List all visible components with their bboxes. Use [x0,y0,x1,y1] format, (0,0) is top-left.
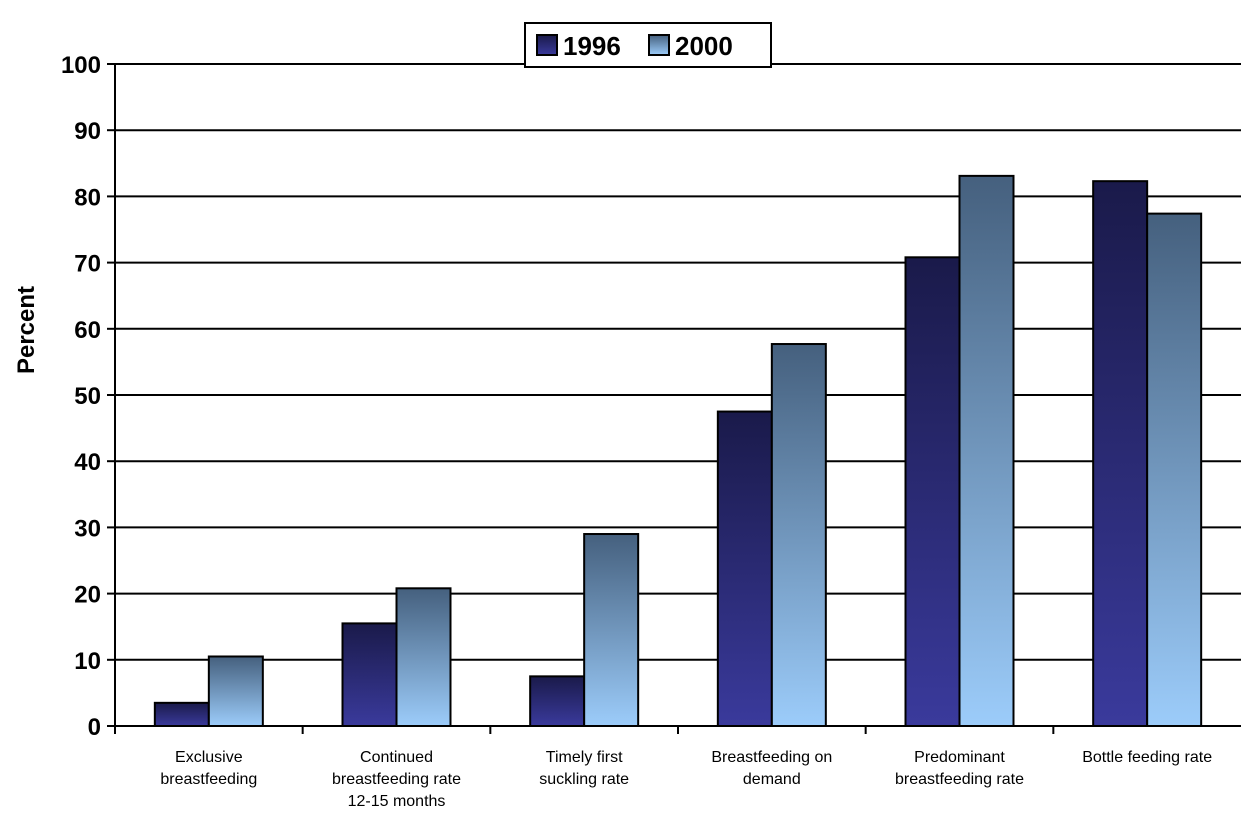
y-tick-label: 100 [61,52,101,79]
gridlines [115,63,1241,661]
x-category-label: Predominant breastfeeding rate [895,749,1024,788]
bar-1996-1 [341,622,398,728]
x-category-label: Continued breastfeeding rate 12-15 months [332,749,461,810]
y-tick-label: 80 [74,184,101,211]
x-category-label: Timely first suckling rate [539,749,629,788]
y-tick-label: 0 [88,714,101,741]
bar-1996-3 [716,410,773,727]
y-tick-label: 20 [74,582,101,609]
legend-label-2000: 2000 [675,31,733,61]
bar-2000-5 [1146,212,1203,727]
bar-1996-0 [153,701,210,728]
x-category-label-line: 12-15 months [348,793,446,810]
axes [114,64,1241,734]
legend: 1996 2000 [524,22,772,68]
x-category-label: Exclusive breastfeeding [160,749,257,788]
bar-1996-5 [1092,180,1149,727]
bar-1996-2 [529,675,586,727]
x-category-label-line: Exclusive [175,749,243,766]
y-axis-label: Percent [13,286,40,374]
x-category-label-line: Predominant [914,749,1005,766]
legend-swatch-2000 [648,34,670,56]
x-category-label-line: breastfeeding [160,771,257,788]
category-labels: Exclusive breastfeeding Continued breastfee… [160,749,1212,810]
x-category-label: Breastfeeding on demand [711,749,832,788]
x-category-label-line: Timely first [546,749,623,766]
y-tick-label: 30 [74,515,101,542]
bar-1996-4 [904,256,961,727]
y-tick-label: 70 [74,251,101,278]
bars [153,174,1203,728]
y-axis-ticks: 0 10 20 30 40 50 60 70 80 90 100 [61,52,115,741]
y-tick-label: 60 [74,317,101,344]
bar-2000-2 [583,533,640,728]
x-category-label-line: breastfeeding rate [895,771,1024,788]
x-category-label-line: Bottle feeding rate [1082,749,1212,766]
legend-label-1996: 1996 [563,31,621,61]
bar-2000-1 [395,587,452,728]
x-category-label-line: Breastfeeding on [711,749,832,766]
bar-2000-0 [207,655,264,727]
x-category-label-line: suckling rate [539,771,629,788]
x-category-label-line: Continued [360,749,433,766]
y-tick-label: 10 [74,648,101,675]
x-category-label: Bottle feeding rate [1082,749,1212,766]
y-tick-label: 90 [74,118,101,145]
x-category-label-line: demand [743,771,801,788]
y-tick-label: 40 [74,449,101,476]
bar-2000-3 [770,343,827,727]
bar-2000-4 [958,174,1015,728]
y-tick-label: 50 [74,383,101,410]
legend-swatch-1996 [536,34,558,56]
x-category-label-line: breastfeeding rate [332,771,461,788]
